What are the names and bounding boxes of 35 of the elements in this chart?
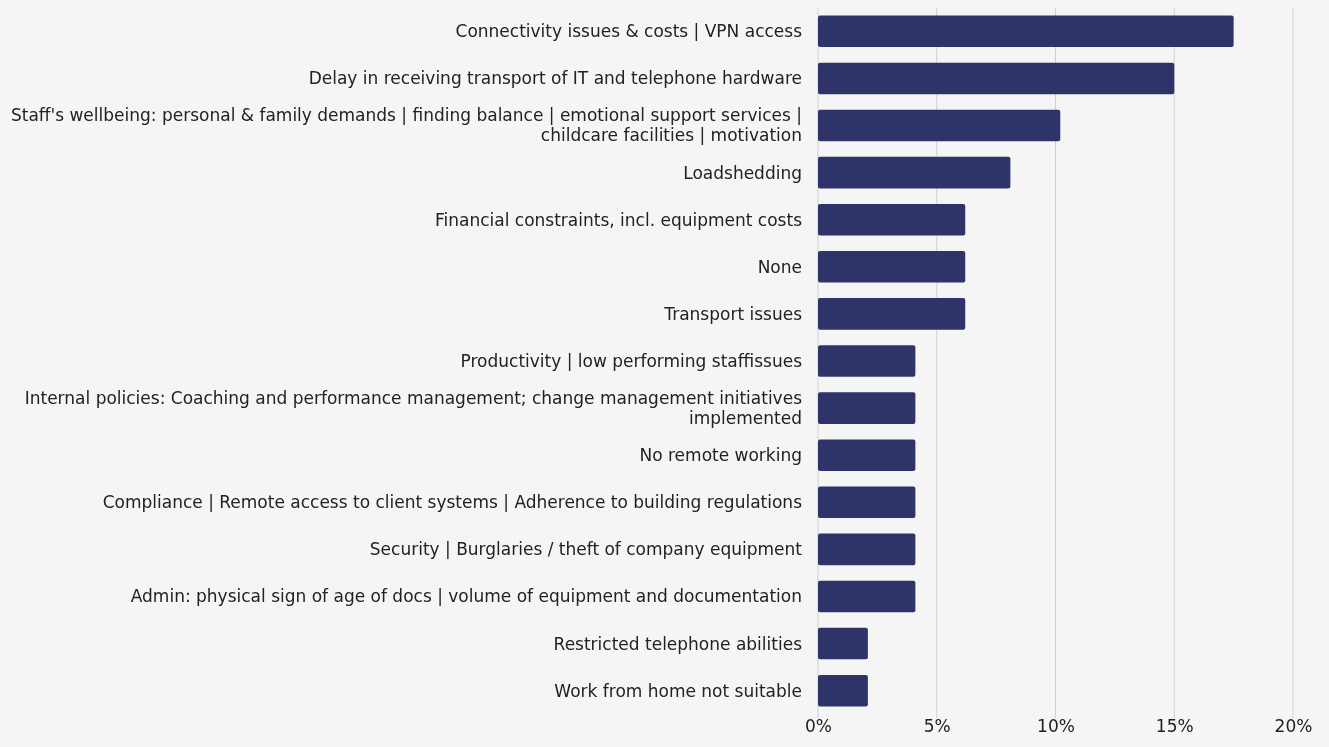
x-tick-label: 0% [805,716,832,737]
y-tick-label: Loadshedding [683,162,802,183]
y-tick-label: Restricted telephone abilities [553,633,803,654]
bar [818,298,966,330]
y-tick-label: Connectivity issues & costs | VPN access [455,21,803,42]
bar [818,62,1175,95]
x-tick-label: 10% [1037,716,1075,737]
bar [818,15,1234,48]
bar [818,345,916,377]
y-tick-label: Productivity | low performing staffissues [460,350,803,371]
y-tick-label: No remote working [639,445,802,466]
bar [818,580,916,613]
bar [818,439,916,471]
y-tick-label: Financial constraints, incl. equipment costs [434,209,803,230]
y-tick-label: Staff's wellbeing: personal & family demands | finding balance | emotional support services | childcare facilities | motivation [10,105,802,146]
x-tick-label: 5% [923,716,951,737]
y-tick-label: Internal policies: Coaching and performance management; change management initiatives implemented [24,388,803,429]
bar [818,392,916,424]
x-tick-label: 20% [1274,716,1313,737]
y-tick-label: Work from home not suitable [554,680,802,701]
bar [818,674,868,707]
y-tick-label: Delay in receiving transport of IT and telephone hardware [308,68,802,89]
bar [818,109,1061,142]
y-tick-label: Admin: physical sign of age of docs | volume of equipment and documentation [130,586,802,607]
bar [818,486,916,519]
bar [818,251,966,283]
y-tick-label: Compliance | Remote access to client systems | Adherence to building regulations [102,492,803,513]
y-tick-label: Transport issues [663,303,803,324]
bar [818,533,916,566]
y-tick-label: None [757,256,802,277]
x-tick-label: 15% [1155,716,1194,737]
y-tick-label: Security | Burglaries / theft of company equipment [369,539,803,560]
bar [818,203,966,236]
bar [818,627,868,660]
bar [818,156,1011,189]
